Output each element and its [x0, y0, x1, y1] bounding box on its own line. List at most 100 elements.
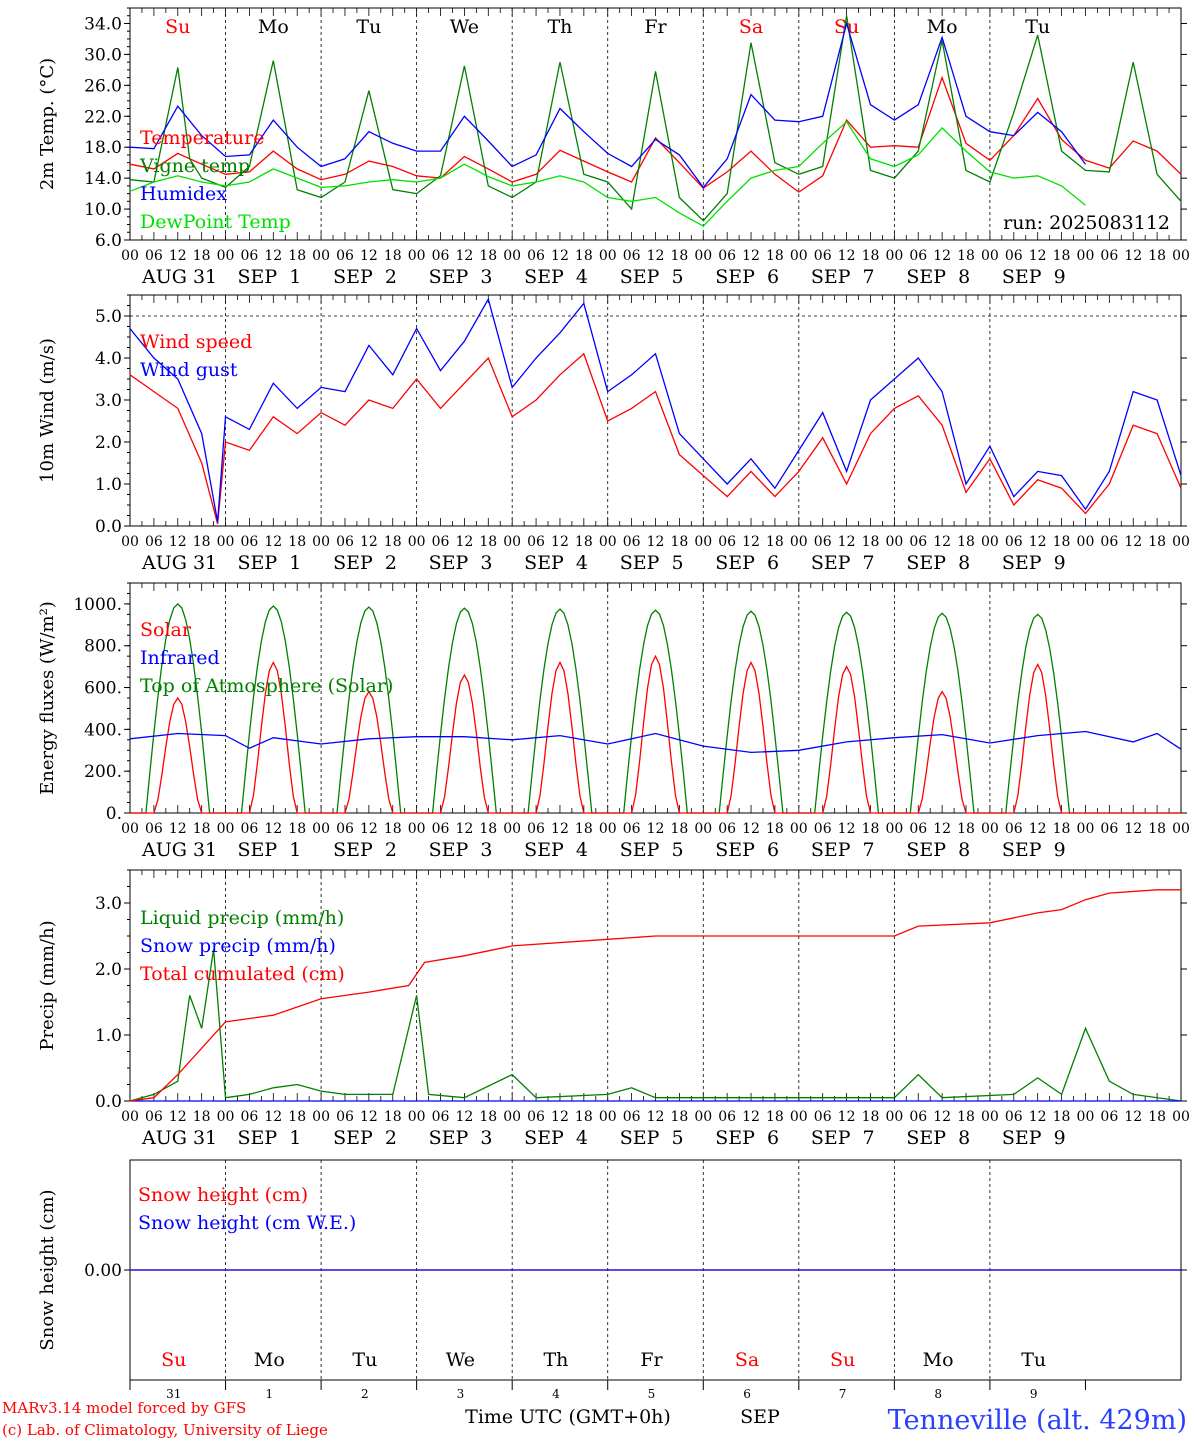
wind-hour-label: 12 [647, 534, 665, 550]
flux-hour-label: 00 [981, 821, 999, 837]
snow-day-number: 3 [457, 1387, 465, 1401]
snow-day-number: 2 [361, 1387, 369, 1401]
flux-hour-label: 00 [503, 821, 521, 837]
wind-y-tick-label: 5.0 [95, 307, 122, 327]
temp-hour-label: 12 [360, 248, 378, 264]
temp-hour-label: 06 [336, 248, 354, 264]
flux-date-label: SEP 9 [1002, 839, 1066, 861]
temp-date-label: AUG 31 [141, 266, 217, 288]
x-axis-title: Time UTC (GMT+0h) [465, 1406, 671, 1428]
snow-day-number: 4 [552, 1387, 560, 1401]
flux-y-tick-label: 200. [84, 762, 122, 782]
flux-hour-label: 00 [217, 821, 235, 837]
wind-hour-label: 06 [814, 534, 832, 550]
snow-day-name: Sa [735, 1349, 759, 1371]
temp-legend-item: Vigne temp [139, 155, 250, 177]
snow-day-name: We [446, 1349, 475, 1371]
wind-series-line [129, 352, 1182, 525]
precip-date-label: AUG 31 [141, 1127, 217, 1149]
station-title: Tenneville (alt. 429m) [888, 1405, 1187, 1436]
temp-y-tick-label: 18.0 [84, 138, 122, 158]
flux-hour-label: 00 [408, 821, 426, 837]
infrared-line [129, 730, 1182, 754]
precip-y-axis-label: Precip (mm/h) [37, 920, 58, 1050]
wind-y-tick-label: 0.0 [95, 517, 122, 537]
precip-hour-label: 12 [933, 1109, 951, 1125]
wind-legend-item: Wind gust [140, 359, 238, 381]
temp-series-line [129, 15, 1182, 222]
flux-hour-label: 06 [623, 821, 641, 837]
flux-legend-item: Infrared [140, 647, 220, 669]
precip-y-tick-label: 1.0 [95, 1026, 122, 1046]
temp-hour-label: 00 [503, 248, 521, 264]
flux-date-label: SEP 7 [811, 839, 875, 861]
wind-hour-label: 06 [1100, 534, 1118, 550]
wind-hour-label: 18 [479, 534, 497, 550]
wind-hour-label: 00 [790, 534, 808, 550]
wind-hour-label: 06 [432, 534, 450, 550]
precip-hour-label: 12 [1124, 1109, 1142, 1125]
wind-hour-label: 18 [766, 534, 784, 550]
precip-hour-label: 18 [957, 1109, 975, 1125]
snow-day-number: 8 [934, 1387, 942, 1401]
precip-hour-label: 18 [288, 1109, 306, 1125]
temp-date-label: SEP 6 [715, 266, 779, 288]
temp-hour-label: 12 [169, 248, 187, 264]
temp-hour-label: 18 [479, 248, 497, 264]
flux-y-tick-label: 400. [84, 720, 122, 740]
solar-line [130, 654, 1181, 814]
precip-date-label: SEP 7 [811, 1127, 875, 1149]
temp-hour-label: 12 [742, 248, 760, 264]
flux-date-label: SEP 2 [333, 839, 397, 861]
precip-y-tick-label: 3.0 [95, 894, 122, 914]
temp-day-name: Tu [356, 16, 381, 38]
flux-hour-label: 18 [957, 821, 975, 837]
temp-day-name: Su [834, 16, 859, 38]
wind-y-tick-label: 2.0 [95, 433, 122, 453]
temp-day-name: Sa [739, 16, 763, 38]
flux-hour-label: 18 [479, 821, 497, 837]
precip-hour-label: 00 [121, 1109, 139, 1125]
temp-series-line [129, 21, 1087, 189]
flux-date-label: SEP 6 [715, 839, 779, 861]
precip-hour-label: 00 [408, 1109, 426, 1125]
wind-hour-label: 06 [145, 534, 163, 550]
precip-hour-label: 00 [694, 1109, 712, 1125]
precip-hour-label: 18 [384, 1109, 402, 1125]
wind-hour-label: 00 [1172, 534, 1190, 550]
wind-hour-label: 18 [288, 534, 306, 550]
temp-series-line [129, 75, 1182, 193]
precip-hour-label: 12 [742, 1109, 760, 1125]
footer-model: MARv3.14 model forced by GFS [2, 1399, 246, 1417]
snow-y-axis-label: Snow height (cm) [37, 1189, 58, 1350]
precip-date-label: SEP 3 [429, 1127, 493, 1149]
flux-hour-label: 12 [264, 821, 282, 837]
wind-hour-label: 12 [169, 534, 187, 550]
temp-hour-label: 06 [145, 248, 163, 264]
wind-y-axis-label: 10m Wind (m/s) [37, 338, 58, 483]
flux-date-label: SEP 3 [429, 839, 493, 861]
temp-hour-label: 06 [241, 248, 259, 264]
precip-legend-item: Total cumulated (cm) [140, 963, 345, 985]
wind-date-label: AUG 31 [141, 552, 217, 574]
temp-hour-label: 12 [838, 248, 856, 264]
flux-hour-label: 06 [718, 821, 736, 837]
precip-hour-label: 00 [981, 1109, 999, 1125]
flux-hour-label: 18 [384, 821, 402, 837]
temp-day-name: Su [165, 16, 190, 38]
wind-hour-label: 18 [575, 534, 593, 550]
wind-hour-label: 06 [336, 534, 354, 550]
flux-hour-label: 06 [145, 821, 163, 837]
precip-hour-label: 12 [264, 1109, 282, 1125]
precip-hour-label: 18 [479, 1109, 497, 1125]
snow-day-name: Fr [640, 1349, 663, 1371]
temp-y-tick-label: 34.0 [84, 14, 122, 34]
temp-hour-label: 12 [1124, 248, 1142, 264]
flux-date-label: SEP 5 [620, 839, 684, 861]
precip-hour-label: 18 [862, 1109, 880, 1125]
precip-hour-label: 06 [336, 1109, 354, 1125]
temp-day-name: We [450, 16, 479, 38]
temp-hour-label: 12 [1029, 248, 1047, 264]
wind-hour-label: 18 [1148, 534, 1166, 550]
